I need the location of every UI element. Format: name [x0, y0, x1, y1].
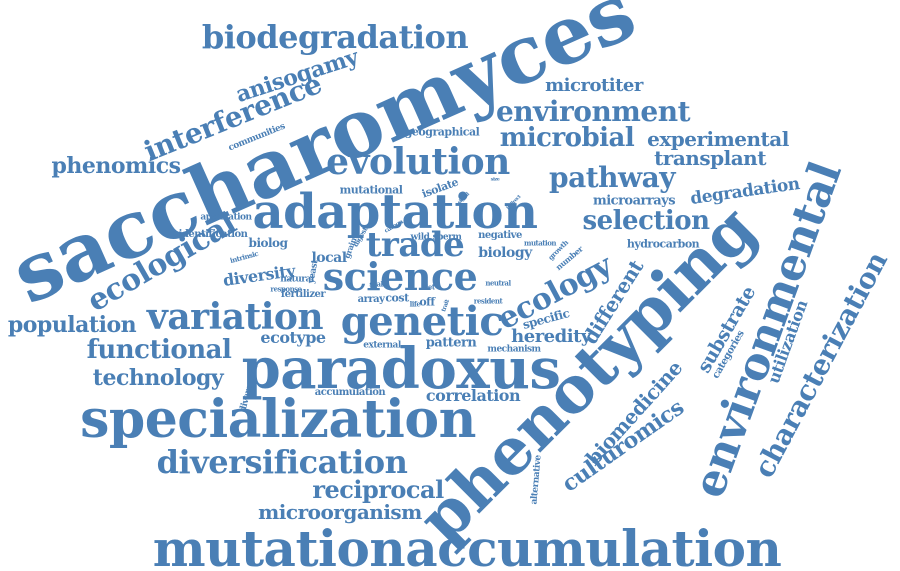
- word-microbial: microbial: [499, 123, 635, 153]
- word-alternative: alternative: [529, 454, 544, 505]
- word-biology: biology: [478, 245, 532, 261]
- word-mutation: mutation: [524, 238, 556, 248]
- word-diet: diet: [421, 282, 435, 292]
- word-geographical: geographical: [404, 125, 480, 139]
- word-response: response: [270, 284, 302, 294]
- word-array: array: [357, 294, 385, 305]
- word-paradoxus: paradoxus: [241, 336, 561, 402]
- word-resident: resident: [473, 296, 503, 306]
- word-specialization: specialization: [80, 389, 476, 450]
- word-external: external: [363, 340, 401, 351]
- word-neutral: neutral: [485, 278, 511, 288]
- word-pattern: pattern: [425, 335, 477, 351]
- word-microtiter: microtiter: [545, 75, 643, 96]
- word-microarrays: microarrays: [592, 193, 676, 209]
- word-mutationaccumulation: mutationaccumulation: [152, 519, 782, 571]
- word-diversification: diversification: [156, 443, 408, 481]
- word-transplant: transplant: [654, 146, 766, 170]
- word-application: application: [200, 212, 252, 223]
- word-identification: identification: [178, 229, 248, 240]
- word-variation: variation: [146, 296, 324, 338]
- word-negative: negative: [478, 230, 522, 241]
- word-wild: wild: [410, 232, 430, 243]
- word-adaptation: adaptation: [252, 184, 538, 240]
- word-ecotype: ecotype: [260, 328, 326, 347]
- word-natural: natural: [280, 274, 314, 285]
- word-mechanism: mechanism: [487, 344, 541, 355]
- word-reciprocal: reciprocal: [312, 475, 444, 504]
- word-size: size: [490, 176, 500, 183]
- word-environment: environment: [495, 95, 691, 128]
- word-degradation: degradation: [689, 173, 801, 210]
- word-trade: trade: [365, 225, 465, 265]
- word-off: off: [419, 295, 435, 309]
- word-yeast: yeast: [306, 259, 321, 285]
- word-selection: selection: [582, 206, 710, 236]
- word-sperm: sperm: [432, 232, 462, 243]
- word-evolution: evolution: [326, 141, 510, 183]
- word-intrinsic: intrinsic: [228, 248, 260, 266]
- word-technology: technology: [92, 365, 224, 391]
- word-biodegradation: biodegradation: [201, 18, 469, 56]
- word-microorganism: microorganism: [258, 500, 422, 524]
- word-fertilizer: fertilizer: [280, 289, 326, 300]
- word-scale: scale: [369, 279, 387, 289]
- word-accumulation: accumulation: [314, 387, 386, 398]
- word-mutational: mutational: [339, 183, 403, 197]
- word-life: life: [409, 299, 421, 309]
- word-cost: cost: [385, 291, 409, 305]
- word-correlation: correlation: [425, 386, 521, 405]
- word-biolog: biolog: [248, 236, 288, 250]
- word-pathway: pathway: [548, 161, 676, 194]
- word-hydrocarbon: hydrocarbon: [626, 237, 700, 251]
- word-genetic: genetic: [340, 298, 504, 345]
- word-functional: functional: [86, 335, 232, 365]
- word-phenomics: phenomics: [51, 153, 181, 179]
- word-population: population: [7, 312, 137, 338]
- word-experimental: experimental: [647, 127, 789, 151]
- word-science: science: [322, 254, 478, 299]
- word-heredity: heredity: [511, 326, 591, 347]
- word-local: local: [311, 250, 347, 266]
